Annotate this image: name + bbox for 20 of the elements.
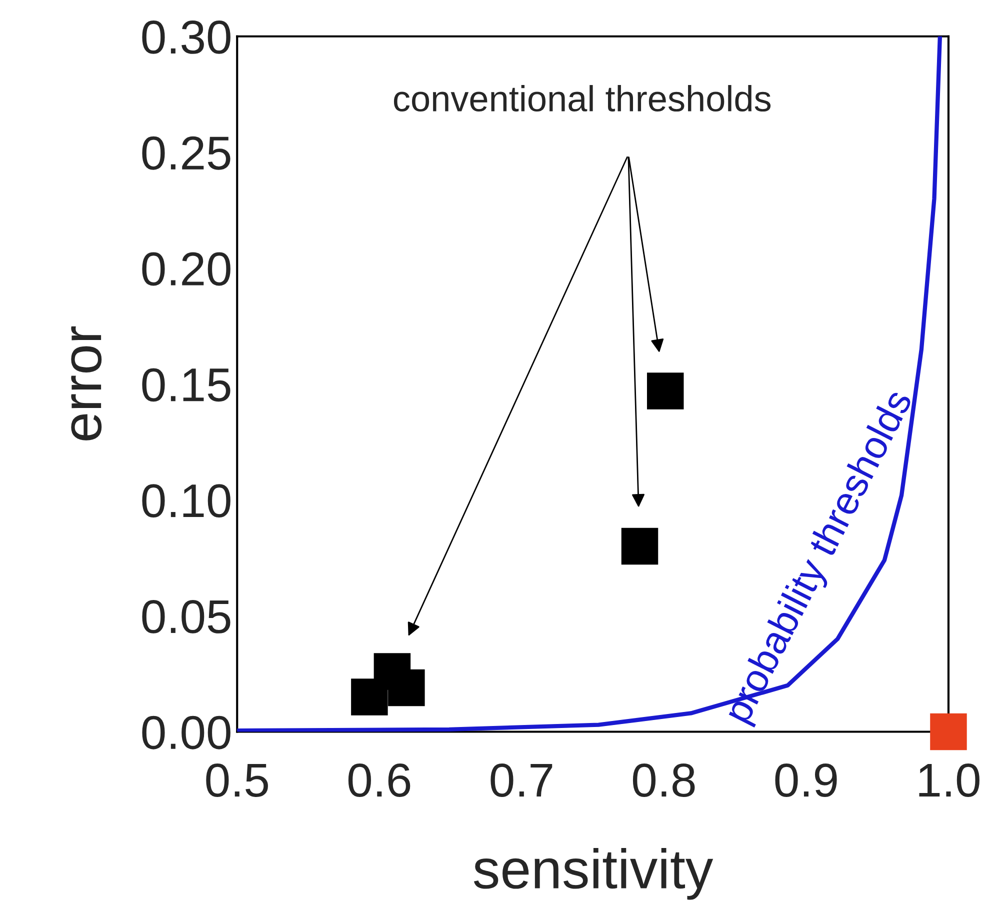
y-tick-label: 0.10 bbox=[142, 484, 230, 518]
x-tick-label: 1.0 bbox=[919, 764, 980, 797]
x-tick-label: 0.8 bbox=[632, 764, 695, 797]
y-tick-label: 0.25 bbox=[142, 136, 230, 170]
x-axis-title: sensitivity bbox=[474, 848, 714, 900]
y-axis-title: error bbox=[71, 326, 102, 440]
x-tick-label: 0.9 bbox=[775, 764, 837, 797]
y-tick-label: 0.30 bbox=[142, 20, 230, 54]
point bbox=[388, 669, 425, 706]
x-tick-label: 0.5 bbox=[206, 764, 268, 797]
y-tick-label: 0.15 bbox=[142, 368, 230, 402]
y-tick-label: 0.20 bbox=[142, 252, 230, 286]
point bbox=[646, 372, 684, 410]
y-tick-label: 0.00 bbox=[142, 716, 230, 750]
annotation: conventional thresholds bbox=[394, 85, 771, 112]
x-tick-label: 0.7 bbox=[490, 764, 552, 797]
x-tick-label: 0.6 bbox=[348, 764, 410, 797]
point bbox=[621, 528, 658, 565]
point bbox=[930, 713, 967, 750]
y-tick-label: 0.05 bbox=[142, 600, 230, 634]
